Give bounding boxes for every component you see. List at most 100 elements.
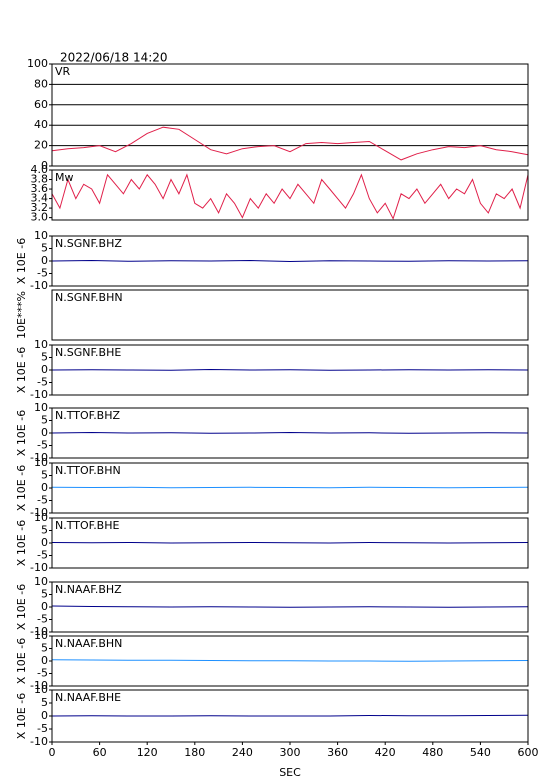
x-tick-label: 540 <box>470 746 491 759</box>
y-axis-label: X 10E -6 <box>15 520 28 566</box>
y-tick-label: -10 <box>30 735 48 748</box>
y-tick-label: -5 <box>37 267 48 280</box>
x-tick-label: 480 <box>422 746 443 759</box>
panel-label: N.SGNF.BHE <box>55 346 121 359</box>
x-tick-label: 120 <box>137 746 158 759</box>
y-tick-label: 3.0 <box>31 211 49 224</box>
data-line <box>51 173 529 220</box>
panel-label: N.SGNF.BHN <box>55 291 123 304</box>
y-axis-label: X 10E -6 <box>15 410 28 456</box>
chart-title: 2022/06/18 14:20 <box>60 51 168 65</box>
x-tick-label: 600 <box>518 746 539 759</box>
y-tick-label: -5 <box>37 613 48 626</box>
data-line <box>51 259 529 263</box>
y-tick-label: 0 <box>41 654 48 667</box>
y-tick-label: -10 <box>30 388 48 401</box>
y-axis-label: X 10E -6 <box>15 238 28 284</box>
panel-frame <box>51 344 529 396</box>
y-tick-label: 3.4 <box>31 192 49 205</box>
data-line <box>51 431 529 434</box>
y-tick-label: 5 <box>41 642 48 655</box>
y-tick-label: 0 <box>41 481 48 494</box>
x-tick-label: 0 <box>49 746 56 759</box>
y-tick-label: -5 <box>37 494 48 507</box>
panel-label: N.TTOF.BHE <box>55 519 120 532</box>
y-tick-label: 20 <box>34 139 48 152</box>
y-tick-label: -5 <box>37 667 48 680</box>
y-tick-label: 5 <box>41 414 48 427</box>
y-tick-label: -10 <box>30 506 48 519</box>
y-tick-label: 0 <box>41 254 48 267</box>
panel-frame <box>51 517 529 569</box>
y-axis-label: X 10E -6 <box>15 638 28 684</box>
panel-label: N.NAAF.BHE <box>55 691 121 704</box>
panel-label: N.TTOF.BHZ <box>55 409 121 422</box>
y-tick-label: 3.8 <box>31 173 49 186</box>
x-tick-label: 180 <box>184 746 205 759</box>
y-tick-label: 5 <box>41 242 48 255</box>
x-tick-label: 60 <box>93 746 107 759</box>
y-axis-label: X 10E -6 <box>15 693 28 739</box>
panel-frame <box>51 462 529 514</box>
y-tick-label: 0 <box>41 536 48 549</box>
panel-frame <box>51 407 529 459</box>
y-tick-label: 5 <box>41 696 48 709</box>
y-tick-label: -10 <box>30 279 48 292</box>
y-tick-label: -10 <box>30 679 48 692</box>
y-tick-label: 100 <box>27 57 48 70</box>
x-tick-label: 240 <box>232 746 253 759</box>
y-tick-label: 3.6 <box>31 182 49 195</box>
y-tick-label: 10 <box>34 575 48 588</box>
y-tick-label: 0 <box>41 159 48 172</box>
y-tick-label: 0 <box>41 709 48 722</box>
y-tick-label: 10 <box>34 629 48 642</box>
y-tick-label: -5 <box>37 722 48 735</box>
y-tick-label: 80 <box>34 77 48 90</box>
y-tick-label: -10 <box>30 451 48 464</box>
panel-frame <box>51 63 529 167</box>
y-tick-label: 5 <box>41 351 48 364</box>
data-line <box>51 126 529 161</box>
data-line <box>51 714 529 717</box>
y-tick-label: 5 <box>41 524 48 537</box>
panel-frame <box>51 235 529 287</box>
data-line <box>51 659 529 662</box>
y-tick-label: 10 <box>34 683 48 696</box>
y-tick-label: -5 <box>37 439 48 452</box>
data-line <box>51 541 529 544</box>
panel-label: N.NAAF.BHZ <box>55 583 122 596</box>
panel-frame <box>51 581 529 633</box>
panel-label: N.TTOF.BHN <box>55 464 121 477</box>
x-tick-label: 360 <box>327 746 348 759</box>
y-tick-label: 10 <box>34 338 48 351</box>
y-tick-label: 0 <box>41 426 48 439</box>
y-tick-label: 10 <box>34 456 48 469</box>
y-tick-label: 4.0 <box>31 163 49 176</box>
y-axis-label: X 10E -6 <box>15 584 28 630</box>
y-tick-label: 40 <box>34 118 48 131</box>
y-tick-label: 10 <box>34 401 48 414</box>
y-tick-label: -5 <box>37 376 48 389</box>
panel-frame <box>51 169 529 221</box>
y-tick-label: 60 <box>34 98 48 111</box>
y-tick-label: 10 <box>34 229 48 242</box>
data-line <box>51 368 529 371</box>
y-tick-label: -10 <box>30 625 48 638</box>
y-axis-label: 10E***% <box>15 291 28 339</box>
panel-frame <box>51 289 529 341</box>
y-tick-label: 0 <box>41 363 48 376</box>
y-tick-label: -5 <box>37 549 48 562</box>
x-axis-label: SEC <box>279 766 301 779</box>
panel-label: Mw <box>55 171 74 184</box>
y-tick-label: 10 <box>34 511 48 524</box>
panel-label: N.NAAF.BHN <box>55 637 122 650</box>
x-tick-label: 420 <box>375 746 396 759</box>
panel-frame <box>51 635 529 687</box>
data-line <box>51 486 529 489</box>
y-axis-label: X 10E -6 <box>15 347 28 393</box>
y-tick-label: 5 <box>41 469 48 482</box>
y-tick-label: 0 <box>41 600 48 613</box>
y-tick-label: 3.2 <box>31 201 49 214</box>
panel-label: N.SGNF.BHZ <box>55 237 122 250</box>
